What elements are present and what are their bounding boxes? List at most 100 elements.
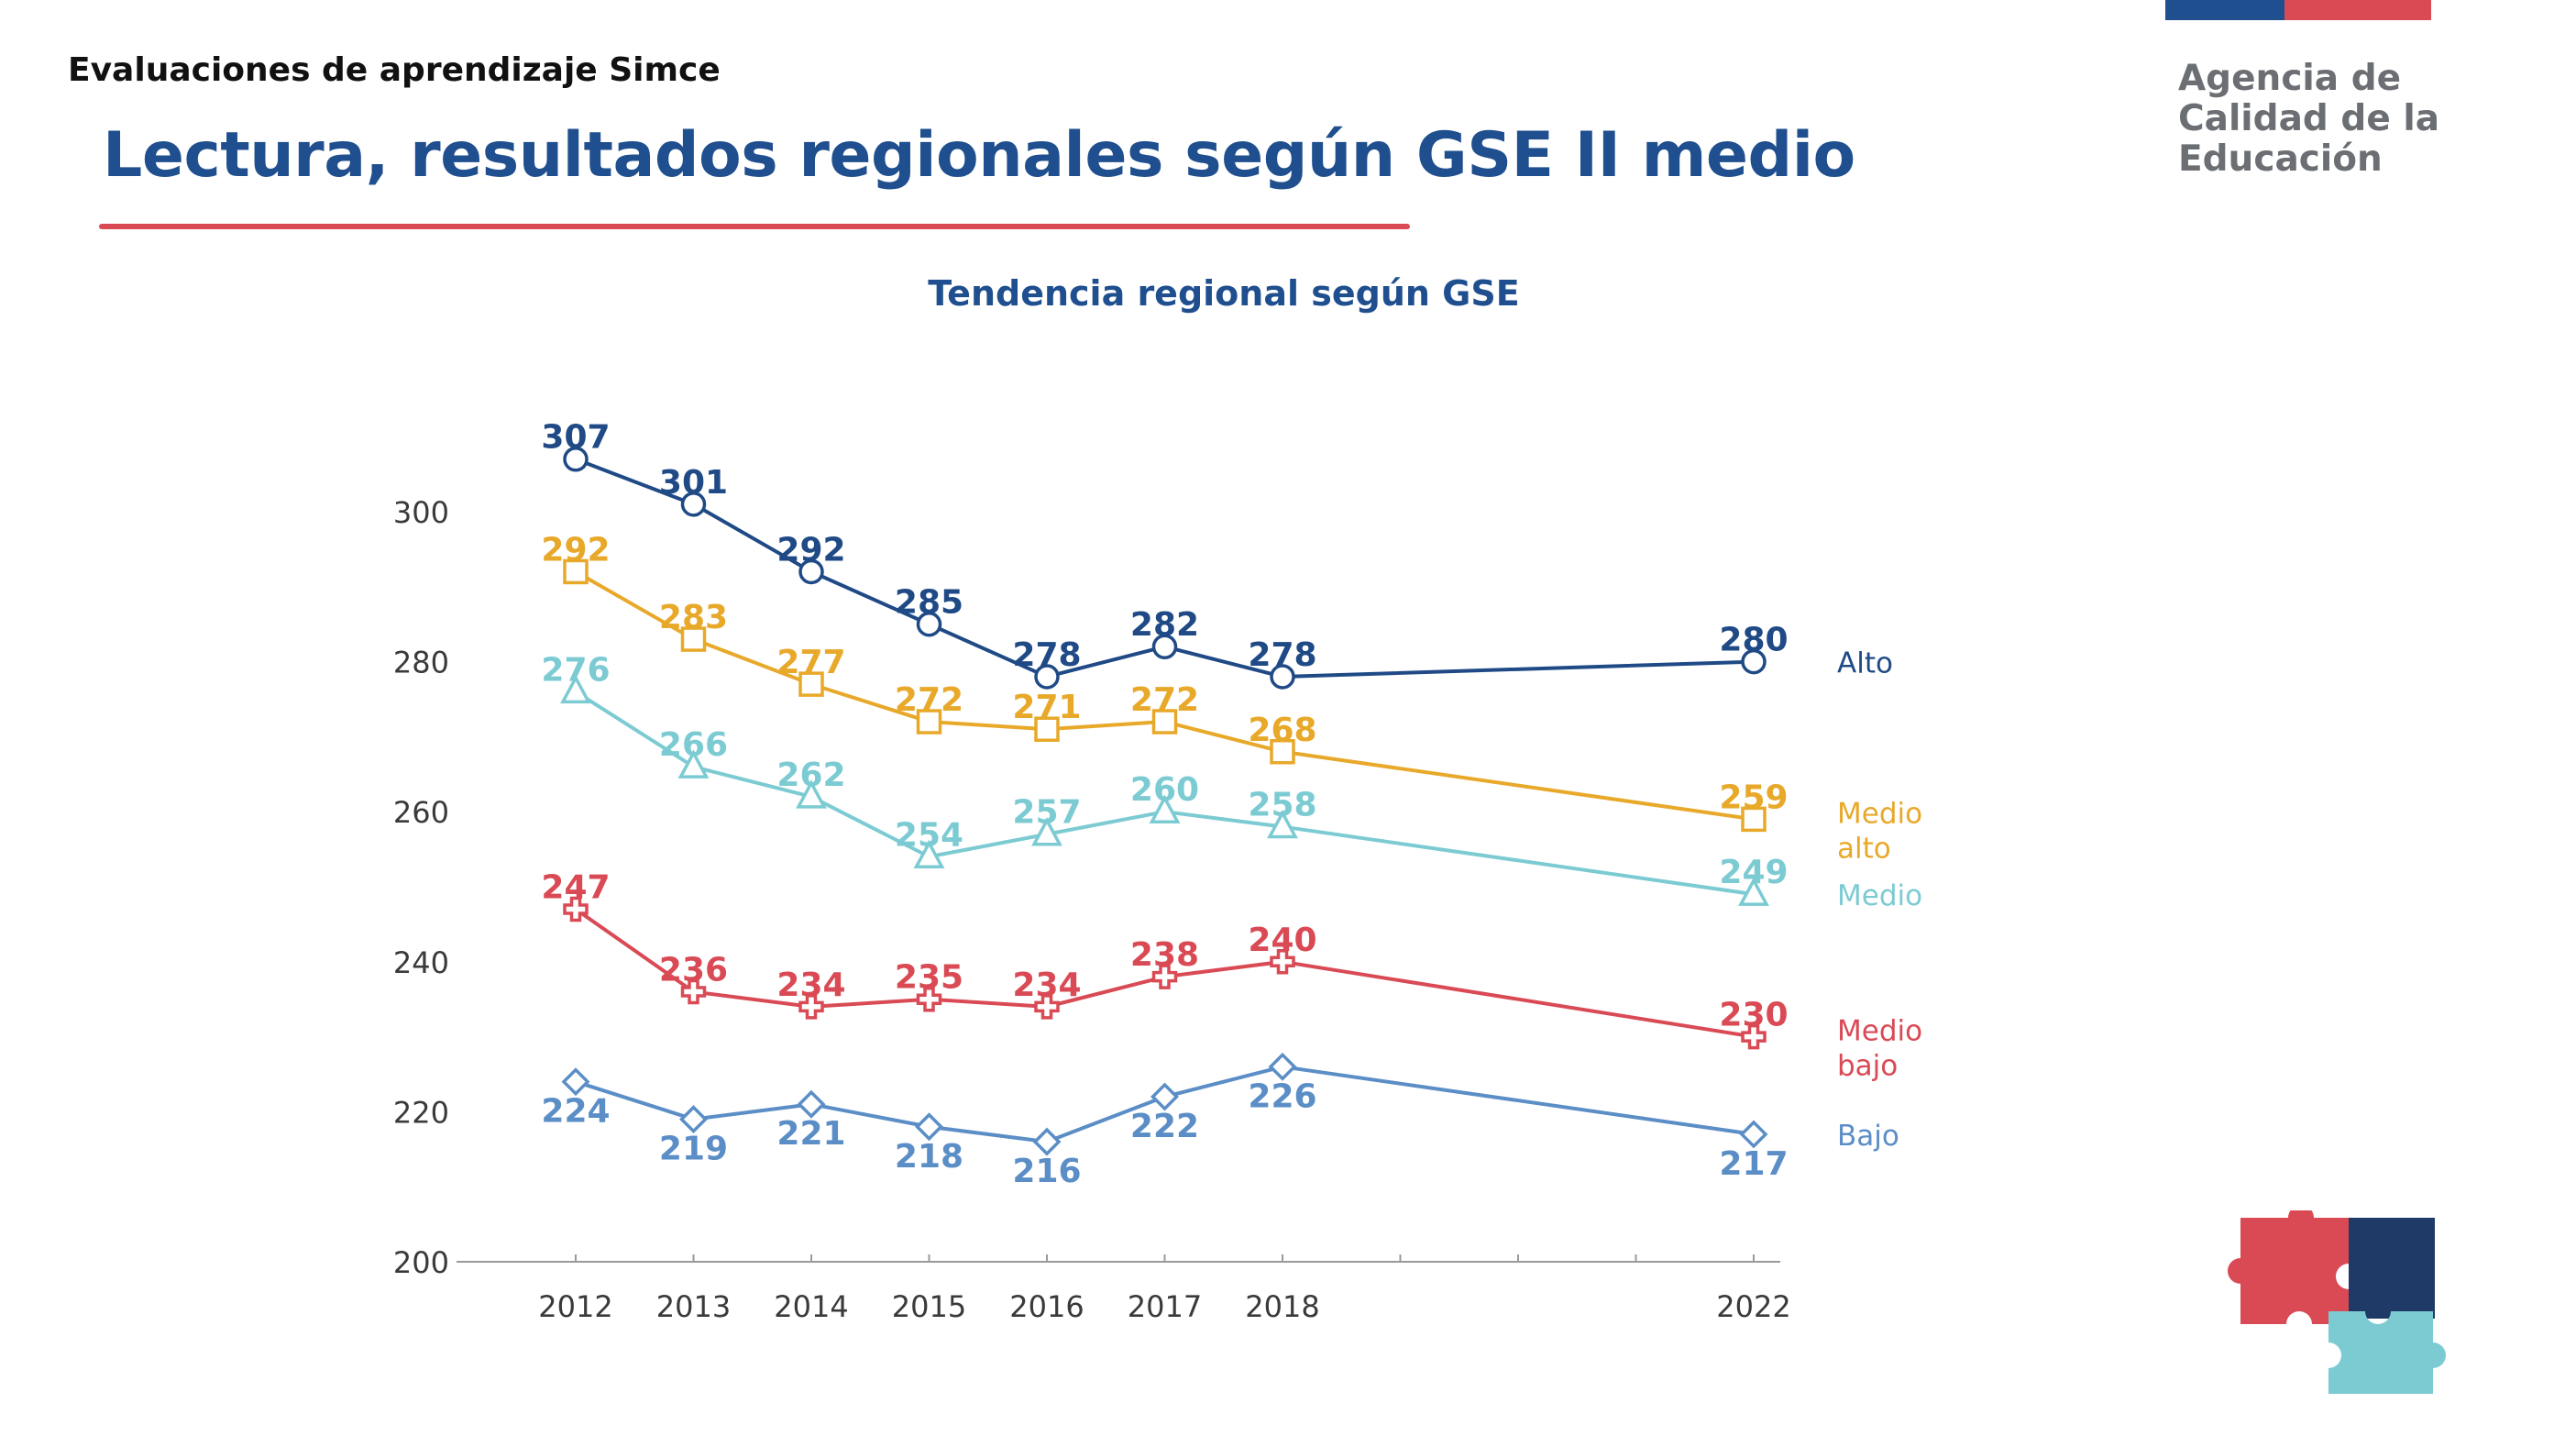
data-point-triangle [913,839,945,869]
y-tick-label: 300 [393,495,449,530]
data-point-triangle [1267,809,1298,839]
data-point-plus [1034,994,1060,1020]
data-label: 277 [776,644,845,681]
data-label: 283 [659,599,728,636]
data-point-plus [563,896,589,922]
data-label: 272 [895,681,963,719]
data-label: 271 [1012,689,1081,726]
data-point-square [563,558,589,585]
data-point-diamond [1032,1127,1062,1156]
data-label: 280 [1719,622,1788,659]
data-point-square [916,709,942,735]
data-point-diamond [797,1089,826,1119]
data-label: 257 [1012,794,1081,832]
page-title: Lectura, resultados regionales según GSE… [103,119,1855,192]
title-underline [99,224,1410,229]
data-label: 224 [541,1093,610,1131]
y-tick-label: 240 [393,945,449,980]
data-label: 292 [776,531,845,569]
data-label: 247 [541,869,610,907]
data-point-triangle [677,749,710,779]
legend-label: Bajo [1837,1120,1899,1153]
data-point-diamond [915,1112,943,1142]
data-label: 258 [1248,787,1316,824]
data-label: 222 [1130,1108,1199,1145]
legend-label: Medio [1837,879,1922,912]
data-point-triangle [1031,817,1062,846]
series-line [575,1065,1755,1144]
data-label: 301 [659,464,728,502]
data-label: 216 [1012,1153,1081,1190]
x-tick-label: 2017 [1128,1289,1202,1324]
data-label: 234 [1012,967,1081,1004]
data-point-plus [798,994,824,1020]
data-label: 262 [776,757,845,794]
data-label: 236 [659,952,728,989]
y-tick-label: 260 [393,795,449,830]
data-point-plus [680,978,707,1005]
data-label: 272 [1130,681,1199,719]
data-point-plus [1270,949,1295,975]
flag-bar [2165,0,2431,20]
y-tick-label: 220 [393,1095,449,1130]
data-label: 240 [1248,922,1316,959]
legend-label: alto [1837,832,1891,865]
data-point-square [1741,806,1767,833]
brand-line-1: Agencia de [2178,58,2402,99]
x-tick-label: 2022 [1716,1289,1790,1324]
data-label: 230 [1719,997,1788,1034]
data-label: 259 [1719,779,1788,816]
kicker-text: Evaluaciones de aprendizaje Simce [68,51,721,89]
chart-title: Tendencia regional según GSE [928,273,1520,314]
y-tick-label: 200 [393,1245,449,1280]
x-tick-label: 2014 [774,1289,848,1324]
agency-logo-text: Agencia de Calidad de la Educación [2178,59,2439,180]
x-tick-label: 2012 [538,1289,612,1324]
data-label: 226 [1248,1077,1316,1115]
data-point-circle [1151,634,1178,659]
series-line [574,690,1755,897]
data-label: 218 [895,1138,963,1176]
data-point-triangle [1738,877,1769,906]
data-point-triangle [560,674,591,704]
flag-red-stripe [2284,0,2431,20]
legend-label: Medio [1837,1015,1922,1048]
data-label: 276 [541,651,610,689]
data-point-circle [1034,664,1060,690]
data-label: 235 [895,959,963,997]
data-point-diamond [1268,1052,1297,1081]
data-label: 268 [1248,712,1316,749]
series-line [575,457,1755,679]
data-point-triangle [1149,794,1181,823]
series-line [574,907,1755,1039]
data-label: 260 [1130,771,1199,809]
flag-blue-stripe [2165,0,2284,20]
data-point-plus [1151,964,1178,989]
brand-line-2: Calidad de la [2178,98,2440,139]
data-label: 217 [1719,1145,1788,1183]
data-label: 285 [895,584,963,622]
data-point-diamond [1150,1082,1179,1111]
x-tick-label: 2016 [1009,1289,1084,1324]
data-point-circle [1741,648,1767,675]
data-point-circle [680,492,707,517]
data-point-circle [798,558,824,585]
data-label: 249 [1719,854,1788,891]
data-label: 238 [1130,936,1199,974]
x-tick-label: 2013 [656,1289,731,1324]
data-point-diamond [679,1105,708,1134]
data-label: 234 [776,967,845,1004]
data-point-plus [916,986,942,1012]
data-point-plus [1741,1023,1767,1050]
legend-label: Medio [1837,797,1922,830]
series-line [575,569,1755,822]
y-tick-label: 280 [393,646,449,680]
x-tick-label: 2018 [1245,1289,1319,1324]
data-point-square [1151,709,1178,735]
x-tick-label: 2015 [892,1289,966,1324]
data-point-triangle [796,779,827,809]
legend-label: bajo [1837,1050,1898,1083]
data-label: 266 [659,726,728,764]
data-label: 221 [776,1115,845,1153]
